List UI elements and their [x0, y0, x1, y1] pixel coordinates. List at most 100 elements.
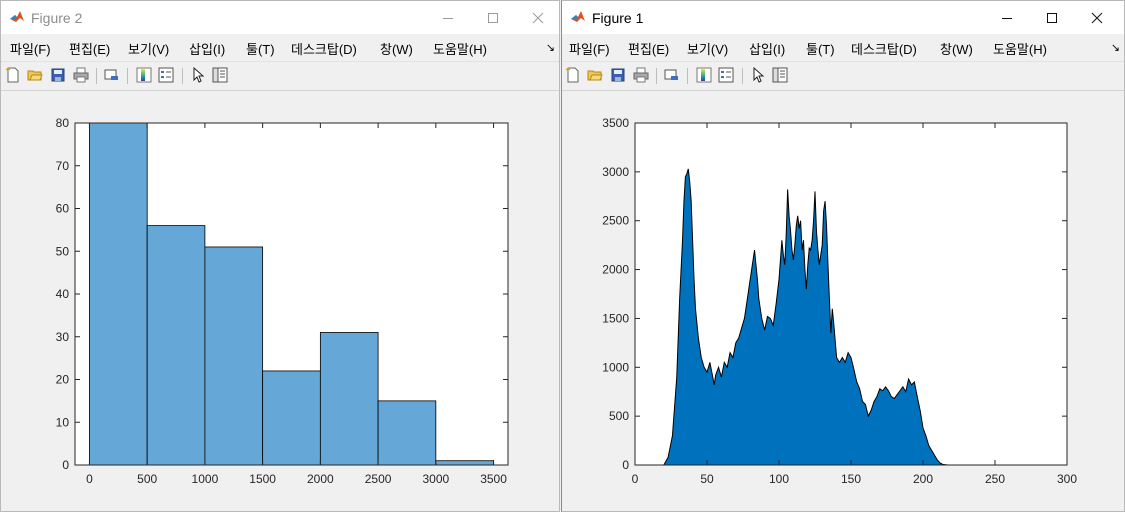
x-tick-label: 0 — [632, 472, 639, 486]
save-icon[interactable] — [610, 67, 626, 83]
histogram-area — [635, 168, 1067, 465]
window-title: Figure 2 — [31, 10, 83, 26]
menu-view[interactable]: 보기(V) — [128, 42, 170, 57]
histogram-bar — [146, 225, 206, 466]
close-button[interactable] — [515, 1, 559, 34]
menu-tools[interactable]: 툴(T) — [806, 42, 835, 57]
y-tick-label: 10 — [56, 415, 70, 429]
x-tick-label: 250 — [985, 472, 1005, 486]
toolbar — [562, 61, 1124, 91]
open-file-icon[interactable] — [587, 67, 603, 83]
toolbar-separator — [742, 68, 743, 84]
insert-colorbar-icon[interactable] — [696, 67, 712, 83]
histogram-bar — [89, 122, 148, 466]
window-title: Figure 1 — [592, 10, 644, 26]
x-tick-label: 2500 — [365, 472, 392, 486]
insert-legend-icon[interactable] — [718, 67, 734, 83]
toolbar-separator — [656, 68, 657, 84]
close-icon — [532, 12, 544, 23]
y-tick-label: 1000 — [602, 360, 629, 374]
minimize-icon — [443, 17, 453, 19]
x-tick-label: 1500 — [249, 472, 276, 486]
menu-overflow-icon[interactable]: ↘ — [545, 42, 555, 54]
y-tick-label: 0 — [622, 458, 629, 472]
print-icon[interactable] — [73, 67, 89, 83]
link-plot-icon[interactable] — [664, 67, 680, 83]
y-tick-label: 50 — [56, 244, 70, 258]
menu-file[interactable]: 파일(F) — [10, 42, 51, 57]
menu-edit[interactable]: 편집(E) — [69, 42, 111, 57]
insert-colorbar-icon[interactable] — [136, 67, 152, 83]
x-tick-label: 100 — [769, 472, 789, 486]
x-tick-label: 1000 — [192, 472, 219, 486]
x-tick-label: 500 — [137, 472, 157, 486]
title-bar[interactable]: Figure 1 — [562, 1, 1124, 34]
area-histogram-chart: 0 50 100 150 200 250 3000500100015002000250030… — [602, 116, 1077, 486]
property-inspector-icon[interactable] — [772, 67, 788, 83]
close-button[interactable] — [1074, 1, 1120, 34]
y-tick-label: 40 — [56, 287, 70, 301]
axes-box — [74, 122, 509, 466]
x-tick-label: 150 — [841, 472, 861, 486]
menu-edit[interactable]: 편집(E) — [628, 42, 670, 57]
maximize-button[interactable] — [470, 1, 516, 34]
y-tick-label: 3500 — [602, 116, 629, 130]
toolbar-separator — [96, 68, 97, 84]
menu-desktop[interactable]: 데스크탑(D) — [851, 42, 917, 57]
maximize-icon — [1047, 12, 1057, 23]
minimize-icon — [1002, 17, 1012, 19]
menu-help[interactable]: 도움말(H) — [433, 42, 487, 57]
maximize-button[interactable] — [1029, 1, 1075, 34]
menu-overflow-icon[interactable]: ↘ — [1110, 42, 1120, 54]
menu-view[interactable]: 보기(V) — [687, 42, 729, 57]
insert-legend-icon[interactable] — [158, 67, 174, 83]
x-tick-label: 200 — [913, 472, 933, 486]
menu-bar: 파일(F) 편집(E) 보기(V) 삽입(I) 툴(T) 데스크탑(D) 창(W… — [562, 34, 1124, 60]
edit-plot-icon[interactable] — [750, 67, 766, 83]
toolbar — [1, 61, 559, 91]
menu-file[interactable]: 파일(F) — [569, 42, 610, 57]
menu-help[interactable]: 도움말(H) — [993, 42, 1047, 57]
title-bar[interactable]: Figure 2 — [1, 1, 559, 34]
matlab-logo-icon — [571, 11, 585, 22]
figure-2-window[interactable]: Figure 2 파일(F) 편집(E) 보기(V) 삽입(I) 툴(T) 데스… — [0, 0, 560, 512]
histogram-bar — [204, 246, 264, 466]
new-figure-icon[interactable] — [565, 67, 581, 83]
x-tick-label: 300 — [1057, 472, 1077, 486]
minimize-button[interactable] — [425, 1, 471, 34]
y-tick-label: 20 — [56, 373, 70, 387]
toolbar-separator — [127, 68, 128, 84]
print-icon[interactable] — [633, 67, 649, 83]
histogram-bar — [319, 332, 379, 466]
y-tick-label: 500 — [609, 409, 629, 423]
menu-desktop[interactable]: 데스크탑(D) — [291, 42, 357, 57]
histogram-bar — [262, 370, 321, 466]
y-tick-label: 30 — [56, 330, 70, 344]
link-plot-icon[interactable] — [104, 67, 120, 83]
menu-tools[interactable]: 툴(T) — [246, 42, 275, 57]
y-tick-label: 2500 — [602, 214, 629, 228]
maximize-icon — [488, 12, 498, 23]
menu-insert[interactable]: 삽입(I) — [749, 42, 786, 57]
y-tick-label: 1500 — [602, 311, 629, 325]
menu-insert[interactable]: 삽입(I) — [189, 42, 226, 57]
menu-window[interactable]: 창(W) — [380, 42, 413, 57]
histogram-bar — [377, 400, 437, 466]
menu-window[interactable]: 창(W) — [940, 42, 973, 57]
x-tick-label: 3500 — [480, 472, 507, 486]
property-inspector-icon[interactable] — [212, 67, 228, 83]
edit-plot-icon[interactable] — [190, 67, 206, 83]
y-tick-label: 2000 — [602, 263, 629, 277]
save-icon[interactable] — [50, 67, 66, 83]
open-file-icon[interactable] — [27, 67, 43, 83]
minimize-button[interactable] — [984, 1, 1030, 34]
new-figure-icon[interactable] — [5, 67, 21, 83]
axes-box — [634, 122, 1068, 466]
close-icon — [1091, 12, 1103, 23]
menu-bar: 파일(F) 편집(E) 보기(V) 삽입(I) 툴(T) 데스크탑(D) 창(W… — [1, 34, 559, 60]
toolbar-separator — [687, 68, 688, 84]
y-tick-label: 60 — [56, 202, 70, 216]
y-tick-label: 0 — [62, 458, 69, 472]
figure-1-window[interactable]: Figure 1 파일(F) 편집(E) 보기(V) 삽입(I) 툴(T) 데스… — [561, 0, 1125, 512]
figure-1-plot-area: 0 50 100 150 200 250 300 0 500 1000 1500 2000 2500 30… — [562, 90, 1124, 511]
